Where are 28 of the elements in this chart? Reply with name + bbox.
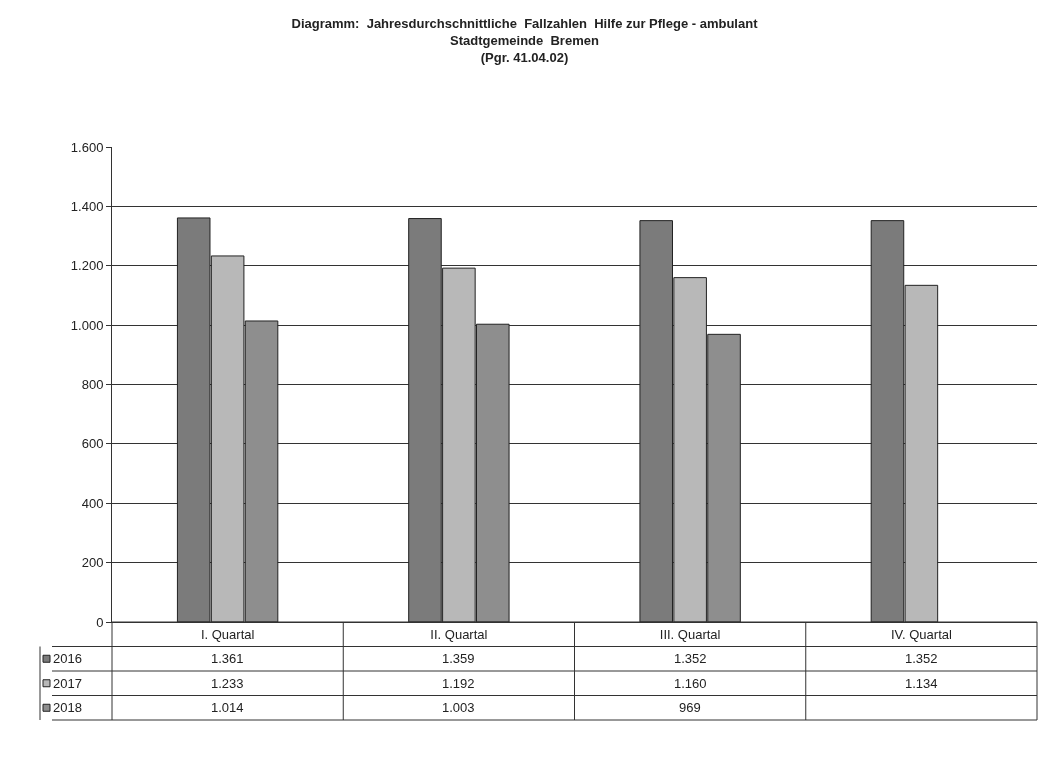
data-label: 1.233 — [211, 676, 244, 691]
legend-label: 2016 — [53, 651, 82, 666]
x-tick-label: II. Quartal — [430, 626, 488, 642]
y-tick-label: 1.200 — [70, 258, 104, 274]
y-tick-label: 200 — [81, 555, 104, 571]
legend-label: 2018 — [53, 700, 82, 715]
data-label: 1.192 — [442, 676, 475, 691]
data-label: 1.352 — [674, 651, 707, 666]
data-label: 1.003 — [442, 700, 475, 715]
y-tick-label: 800 — [81, 377, 104, 393]
legend-label: 2017 — [53, 676, 82, 691]
y-tick-label: 400 — [81, 495, 104, 511]
y-tick-label: 1.400 — [70, 198, 104, 214]
y-tick-label: 1.000 — [70, 317, 104, 333]
data-label: 969 — [679, 700, 701, 715]
y-tick-label: 1.600 — [70, 139, 104, 155]
data-label: 1.014 — [211, 700, 244, 715]
x-tick-label: III. Quartal — [659, 626, 721, 642]
data-label: 1.359 — [442, 651, 475, 666]
x-tick-label: I. Quartal — [200, 626, 255, 642]
x-tick-label: IV. Quartal — [890, 626, 952, 642]
y-tick-label: 0 — [96, 614, 104, 630]
y-tick-label: 600 — [81, 436, 104, 452]
data-label: 1.352 — [905, 651, 938, 666]
data-label: 1.361 — [211, 651, 244, 666]
chart-title: Diagramm: Jahresdurchschnittliche Fallzahlen Hilfe zur Pflege - ambulant Stadtgemeinde Bremen (Pgr. 41.04.02) — [291, 16, 759, 65]
data-label: 1.160 — [674, 676, 707, 691]
data-label: 1.134 — [905, 676, 938, 691]
